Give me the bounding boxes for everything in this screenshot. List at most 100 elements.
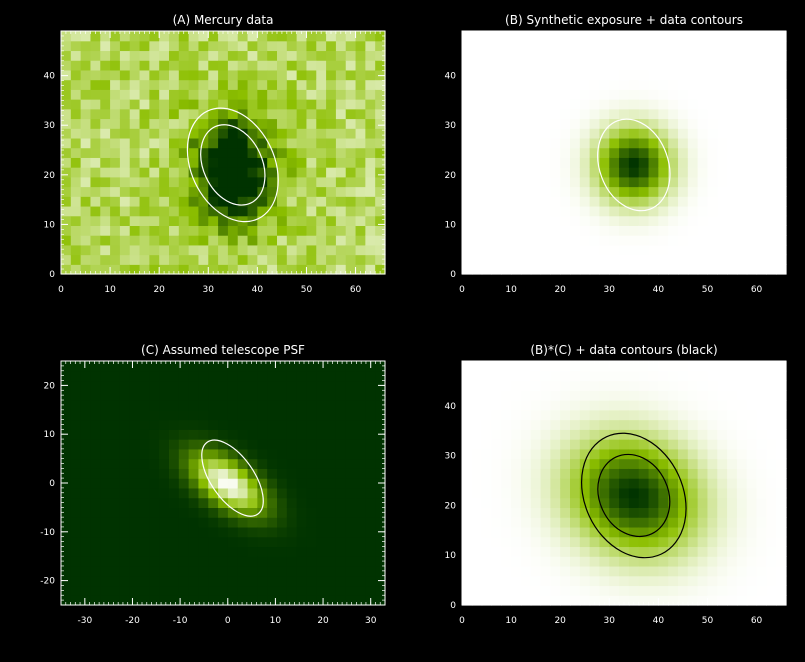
- heatmap-cell: [717, 390, 728, 401]
- heatmap-cell: [736, 458, 748, 469]
- heatmap-cell: [218, 235, 229, 246]
- heatmap-cell: [668, 546, 679, 557]
- heatmap-cell: [727, 79, 738, 90]
- heatmap-cell: [530, 507, 542, 518]
- heatmap-cell: [736, 167, 748, 178]
- heatmap-cell: [589, 50, 601, 61]
- heatmap-cell: [257, 205, 268, 217]
- heatmap-cell: [579, 517, 591, 528]
- heatmap-cell: [286, 497, 298, 508]
- heatmap-cell: [648, 595, 659, 606]
- heatmap-cell: [471, 565, 483, 577]
- heatmap-cell: [550, 400, 561, 411]
- heatmap-cell: [355, 40, 366, 52]
- heatmap-cell: [247, 244, 258, 256]
- heatmap-cell: [736, 380, 748, 391]
- heatmap-cell: [491, 507, 502, 518]
- heatmap-cell: [286, 205, 298, 217]
- heatmap-cell: [687, 458, 699, 469]
- heatmap-cell: [277, 205, 288, 217]
- heatmap-cell: [218, 400, 229, 411]
- heatmap-cell: [149, 157, 160, 168]
- heatmap-cell: [746, 380, 758, 391]
- heatmap-cell: [589, 448, 601, 460]
- heatmap-cell: [501, 575, 512, 587]
- heatmap-cell: [326, 244, 337, 256]
- heatmap-cell: [609, 565, 620, 577]
- heatmap-cell: [727, 409, 738, 421]
- heatmap-cell: [609, 400, 620, 411]
- heatmap-cell: [658, 380, 669, 391]
- heatmap-cell: [550, 409, 561, 421]
- heatmap-cell: [306, 409, 317, 421]
- heatmap-cell: [90, 60, 101, 71]
- heatmap-cell: [462, 497, 473, 508]
- heatmap-cell: [628, 478, 640, 489]
- heatmap-cell: [375, 361, 386, 372]
- heatmap-cell: [316, 118, 327, 129]
- heatmap-cell: [609, 167, 620, 178]
- heatmap-cell: [306, 244, 317, 256]
- heatmap-cell: [756, 419, 767, 430]
- heatmap-cell: [462, 390, 473, 401]
- heatmap-cell: [520, 546, 532, 557]
- heatmap-cell: [198, 137, 209, 149]
- heatmap-cell: [570, 108, 581, 120]
- heatmap-cell: [257, 60, 268, 71]
- heatmap-cell: [345, 409, 357, 421]
- minor-ticks: [461, 30, 787, 275]
- heatmap-cell: [306, 99, 317, 110]
- heatmap-cell: [481, 167, 493, 178]
- heatmap-cell: [746, 254, 758, 265]
- heatmap-cell: [599, 186, 610, 197]
- heatmap-cell: [80, 254, 92, 265]
- heatmap-cell: [756, 69, 767, 81]
- heatmap-cell: [746, 517, 758, 528]
- heatmap-cell: [520, 60, 532, 71]
- heatmap-cell: [188, 89, 200, 100]
- heatmap-cell: [208, 40, 219, 52]
- heatmap-cell: [365, 429, 376, 440]
- heatmap-cell: [257, 370, 268, 382]
- heatmap-cell: [90, 585, 101, 596]
- heatmap-cell: [707, 390, 718, 401]
- heatmap-cell: [61, 157, 72, 168]
- heatmap-cell: [619, 478, 630, 489]
- heatmap-cell: [560, 40, 571, 52]
- heatmap-cell: [286, 595, 298, 606]
- heatmap-cell: [638, 400, 650, 411]
- heatmap-cell: [90, 517, 101, 528]
- heatmap-cell: [766, 186, 777, 197]
- heatmap-cell: [579, 147, 591, 158]
- heatmap-cell: [306, 137, 317, 149]
- heatmap-cell: [375, 79, 386, 90]
- x-tick-label: 10: [270, 616, 282, 626]
- heatmap-cell: [277, 186, 288, 197]
- heatmap-cell: [100, 507, 111, 518]
- heatmap-cell: [169, 254, 180, 265]
- heatmap-cell: [560, 50, 571, 61]
- heatmap-cell: [717, 205, 728, 217]
- heatmap-cell: [727, 176, 738, 188]
- heatmap-cell: [286, 196, 298, 207]
- heatmap-cell: [119, 196, 131, 207]
- heatmap-cell: [139, 225, 150, 236]
- heatmap-cell: [481, 556, 493, 567]
- heatmap-cell: [110, 487, 121, 499]
- heatmap-cell: [218, 361, 229, 372]
- heatmap-cell: [520, 99, 532, 110]
- heatmap-cell: [609, 40, 620, 52]
- heatmap-cell: [746, 176, 758, 188]
- heatmap-cell: [110, 429, 121, 440]
- heatmap-cell: [70, 536, 82, 548]
- heatmap-cell: [550, 595, 561, 606]
- heatmap-cell: [306, 89, 317, 100]
- heatmap-cell: [570, 478, 581, 489]
- heatmap-cell: [80, 108, 92, 120]
- heatmap-cell: [776, 429, 787, 440]
- heatmap-cell: [589, 361, 601, 372]
- heatmap-cell: [520, 585, 532, 596]
- heatmap-cell: [355, 137, 366, 149]
- heatmap-cell: [188, 546, 200, 557]
- heatmap-cell: [70, 468, 82, 479]
